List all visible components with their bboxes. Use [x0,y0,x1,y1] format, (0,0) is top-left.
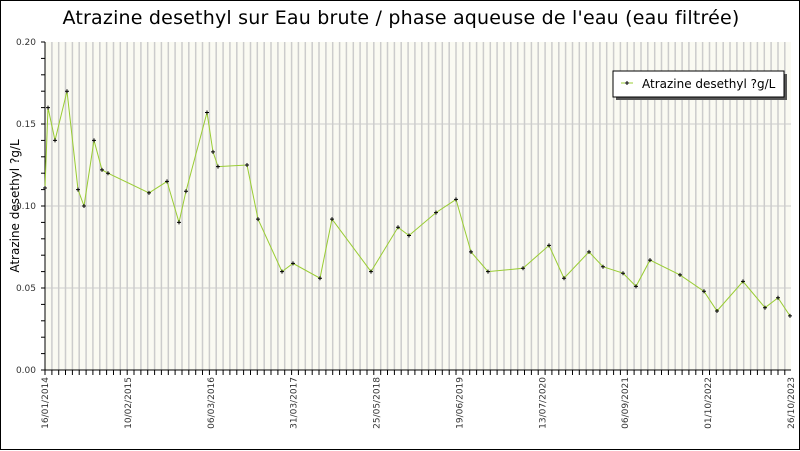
data-point-marker-icon [407,233,411,238]
data-point-marker-icon [205,110,209,115]
data-point-marker-icon [330,217,334,222]
legend-marker-icon [625,81,629,85]
data-point-marker-icon [741,279,745,284]
data-point-marker-icon [100,167,104,172]
data-point-marker-icon [562,276,566,281]
data-point-marker-icon [280,269,284,274]
x-tick-label: 06/03/2016 [207,377,217,429]
data-point-marker-icon [76,187,80,192]
data-point-marker-icon [43,186,47,190]
x-tick-label: 26/10/2023 [787,377,797,429]
data-point-marker-icon [763,305,767,310]
x-tick-label: 13/07/2020 [538,377,548,429]
data-point-marker-icon [46,105,50,110]
data-point-marker-icon [776,295,780,300]
data-point-marker-icon [369,269,373,274]
legend-box [612,70,785,98]
data-point-marker-icon [634,284,638,289]
data-point-marker-icon [648,258,652,263]
data-point-marker-icon [177,220,181,225]
data-point-marker-icon [601,264,605,269]
data-point-marker-icon [678,272,682,277]
y-axis-title: Atrazine desethyl ?g/L [8,139,22,273]
data-point-marker-icon [396,225,400,230]
x-tick-label: 19/06/2019 [455,377,465,429]
data-point-marker-icon [469,249,473,254]
data-point-marker-icon [547,243,551,248]
data-point-marker-icon [256,217,260,222]
data-point-markers [43,89,792,318]
x-tick-label: 31/03/2017 [290,377,300,429]
x-tick-label: 25/05/2018 [373,377,383,429]
data-point-marker-icon [291,261,295,266]
y-axis-tick-labels: 0.00 0.05 0.10 0.15 0.20 [16,38,36,376]
y-tick-label: 0.15 [16,120,36,130]
data-point-marker-icon [521,266,525,271]
data-point-marker-icon [82,204,86,208]
y-tick-label: 0.20 [16,38,36,48]
legend: Atrazine desethyl ?g/L [612,70,787,100]
data-point-marker-icon [454,197,458,202]
legend-label: Atrazine desethyl ?g/L [642,77,776,91]
data-point-marker-icon [486,269,490,274]
data-point-marker-icon [587,249,591,254]
data-point-marker-icon [165,179,169,184]
x-tick-label: 06/09/2021 [621,377,631,429]
data-point-marker-icon [434,210,438,215]
data-point-marker-icon [211,149,215,154]
data-point-marker-icon [621,271,625,276]
x-tick-label: 16/01/2014 [41,377,51,429]
x-axis-tick-labels: 16/01/2014 10/02/2015 06/03/2016 31/03/2017… [41,377,797,429]
y-tick-label: 0.05 [16,284,36,294]
data-point-marker-icon [184,189,188,194]
horizontal-grid [45,123,791,289]
data-point-marker-icon [715,309,719,313]
data-point-marker-icon [147,190,151,195]
y-tick-label: 0.10 [16,202,36,212]
data-point-marker-icon [92,138,96,143]
data-point-marker-icon [702,289,706,294]
x-tick-label: 01/10/2022 [704,377,714,429]
data-point-marker-icon [245,163,249,167]
y-tick-label: 0.00 [16,366,36,376]
data-point-marker-icon [53,138,57,143]
data-point-marker-icon [65,89,69,94]
data-point-marker-icon [216,164,220,169]
x-tick-label: 10/02/2015 [124,377,134,429]
data-point-marker-icon [788,313,792,318]
series-line [44,91,791,317]
data-point-marker-icon [106,171,110,176]
axes [41,41,791,375]
chart-title: Atrazine desethyl sur Eau brute / phase … [62,7,740,29]
data-point-marker-icon [318,276,322,281]
